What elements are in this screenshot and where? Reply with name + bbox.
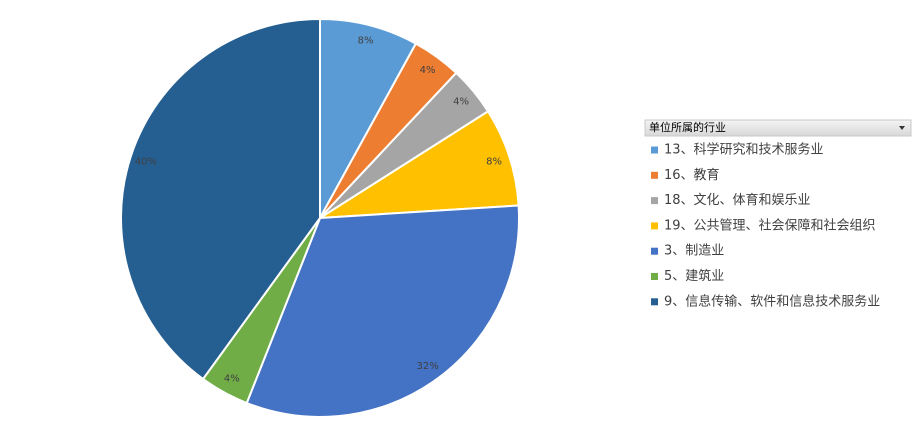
- dropdown-arrow[interactable]: [899, 126, 905, 130]
- legend-label: 19、公共管理、社会保障和社会组织: [664, 217, 876, 233]
- data-label: 4%: [420, 65, 436, 76]
- legend-swatch: [651, 298, 658, 306]
- pie-slice: [319, 109, 520, 219]
- legend-swatch: [651, 222, 658, 230]
- data-label: 8%: [486, 156, 502, 167]
- legend-swatch: [651, 171, 658, 179]
- data-label: 32%: [416, 361, 438, 372]
- legend-label: 9、信息传输、软件和信息技术服务业: [664, 293, 880, 309]
- legend-header[interactable]: [644, 119, 912, 137]
- data-label: 40%: [135, 156, 157, 167]
- pie-slice: [245, 204, 520, 418]
- data-label: 8%: [358, 36, 374, 47]
- legend-swatch: [651, 197, 658, 205]
- data-label: 4%: [453, 96, 469, 107]
- pie-slice: [319, 17, 418, 219]
- data-label: 4%: [224, 373, 240, 384]
- legend-swatch: [651, 273, 658, 280]
- legend-swatch: [651, 247, 658, 255]
- pie-slice: [120, 17, 321, 381]
- legend-swatch: [651, 146, 658, 154]
- legend-label: 5、建筑业: [664, 268, 724, 284]
- legend-label: 13、科学研究和技术服务业: [664, 142, 824, 158]
- legend-label: 16、教育: [664, 167, 720, 183]
- legend-title: 单位所属的行业: [649, 120, 726, 134]
- legend-label: 3、制造业: [664, 244, 724, 259]
- legend-label: 18、文化、体育和娱乐业: [664, 192, 811, 208]
